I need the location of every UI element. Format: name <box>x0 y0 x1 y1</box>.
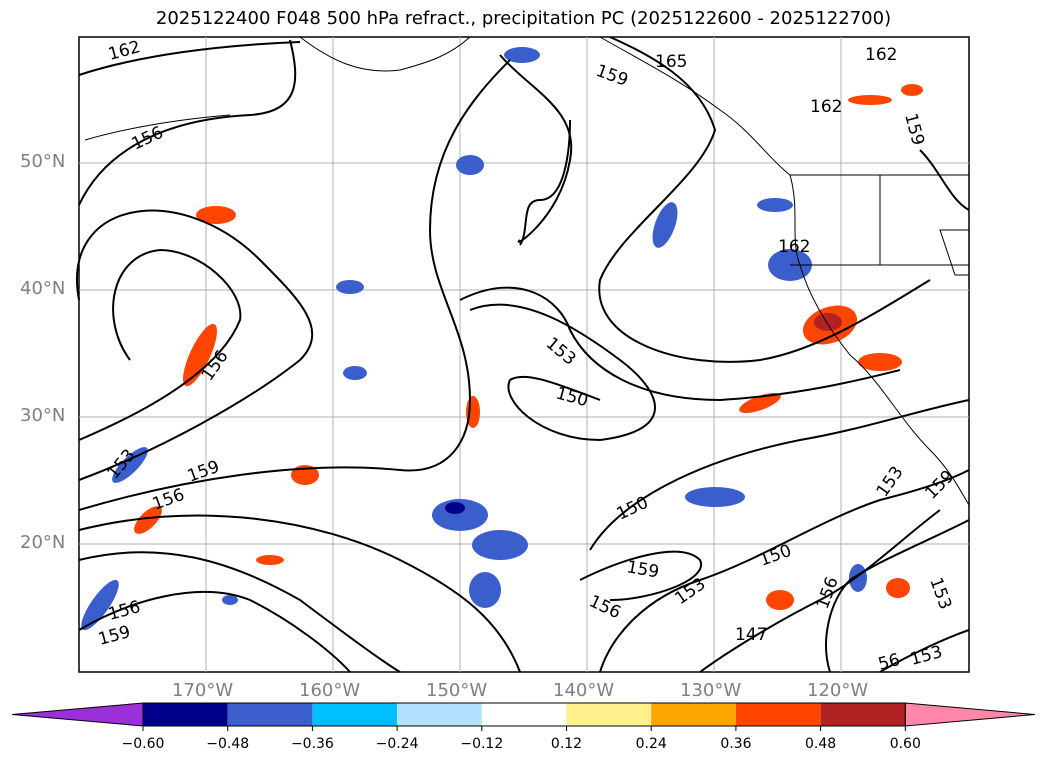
colorbar-segment <box>397 703 482 726</box>
coastlines <box>84 36 970 506</box>
colorbar-segment <box>735 703 821 726</box>
precip-shading <box>81 47 923 631</box>
colorbar-tick-label: 0.12 <box>551 736 582 752</box>
colorbar-frame <box>142 702 906 727</box>
colorbar-tick-label: 0.60 <box>890 736 921 752</box>
colorbar-tick-label: 0.36 <box>720 736 751 752</box>
colorbar-segment <box>312 703 398 726</box>
colorbar-tick-label: 0.24 <box>636 736 667 752</box>
map-title: 2025122400 F048 500 hPa refract., precip… <box>155 8 892 29</box>
lat-label: 30°N <box>20 405 66 426</box>
lat-label: 20°N <box>20 532 66 553</box>
colorbar-segment <box>143 703 228 726</box>
colorbar-extend-high <box>904 702 1036 727</box>
colorbar-tick-label: −0.60 <box>122 736 165 752</box>
lon-label: 160°W <box>299 680 361 701</box>
contour-label: 165 <box>655 52 687 72</box>
lon-label: 130°W <box>680 680 742 701</box>
colorbar-extend-low <box>11 702 144 727</box>
colorbar-segment <box>651 703 736 726</box>
colorbar-segment <box>820 703 906 726</box>
colorbar-segment <box>481 703 567 726</box>
lon-label: 120°W <box>807 680 869 701</box>
colorbar-tick-label: −0.12 <box>460 736 503 752</box>
colorbar-segment <box>227 703 313 726</box>
lat-label: 40°N <box>20 278 66 299</box>
refractivity-contours <box>76 36 970 673</box>
contour-label: 162 <box>810 97 842 117</box>
colorbar-segment <box>566 703 652 726</box>
contour-label: 162 <box>778 237 810 257</box>
lon-label: 170°W <box>172 680 234 701</box>
colorbar-tick-label: −0.36 <box>291 736 334 752</box>
contour-label: 162 <box>865 45 897 65</box>
lon-label: 150°W <box>426 680 488 701</box>
lat-label: 50°N <box>20 151 66 172</box>
lon-label: 140°W <box>553 680 615 701</box>
colorbar-tick-label: −0.24 <box>376 736 419 752</box>
contour-label: 147 <box>735 625 767 645</box>
colorbar-tick-label: 0.48 <box>805 736 836 752</box>
colorbar-tick-label: −0.48 <box>206 736 249 752</box>
